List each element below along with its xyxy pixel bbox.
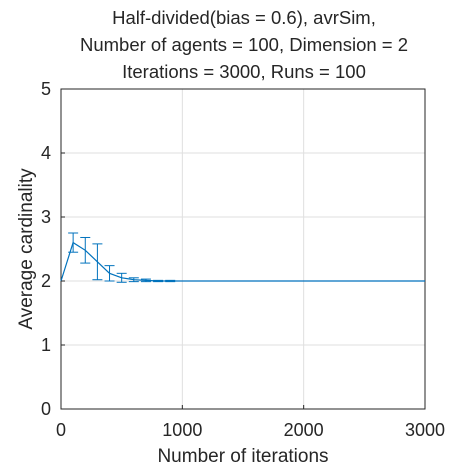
y-tick-label: 4	[41, 143, 51, 163]
series-line	[60, 241, 425, 282]
y-axis-label: Average cardinality	[16, 168, 37, 330]
x-tick-label: 3000	[405, 420, 445, 440]
y-axis-ticks: 0 1 2 3 4 5	[41, 79, 65, 419]
grid	[60, 88, 426, 410]
plot-area	[60, 88, 426, 410]
chart-title: Half-divided(bias = 0.6), avrSim, Number…	[80, 7, 408, 82]
x-tick-label: 0	[56, 420, 66, 440]
error-bar	[153, 279, 164, 283]
y-tick-label: 0	[41, 399, 51, 419]
error-bar	[128, 277, 139, 283]
x-axis-label: Number of iterations	[157, 446, 328, 467]
chart-title-line-3: Iterations = 3000, Runs = 100	[122, 61, 366, 82]
error-bar	[116, 272, 127, 283]
chart-title-line-2: Number of agents = 100, Dimension = 2	[80, 34, 408, 55]
error-bar	[140, 278, 151, 283]
y-tick-label: 5	[41, 79, 51, 99]
error-bar	[80, 236, 91, 264]
series-layer	[60, 232, 425, 283]
error-bar	[104, 265, 115, 282]
x-tick-label: 2000	[284, 420, 324, 440]
chart-title-line-1: Half-divided(bias = 0.6), avrSim,	[112, 7, 376, 28]
error-bar	[165, 279, 176, 283]
y-tick-label: 2	[41, 271, 51, 291]
y-tick-label: 1	[41, 335, 51, 355]
y-tick-label: 3	[41, 207, 51, 227]
x-axis-ticks: 0 1000 2000 3000	[56, 405, 445, 440]
x-tick-label: 1000	[162, 420, 202, 440]
error-bar	[92, 243, 103, 281]
error-bar	[68, 232, 79, 253]
